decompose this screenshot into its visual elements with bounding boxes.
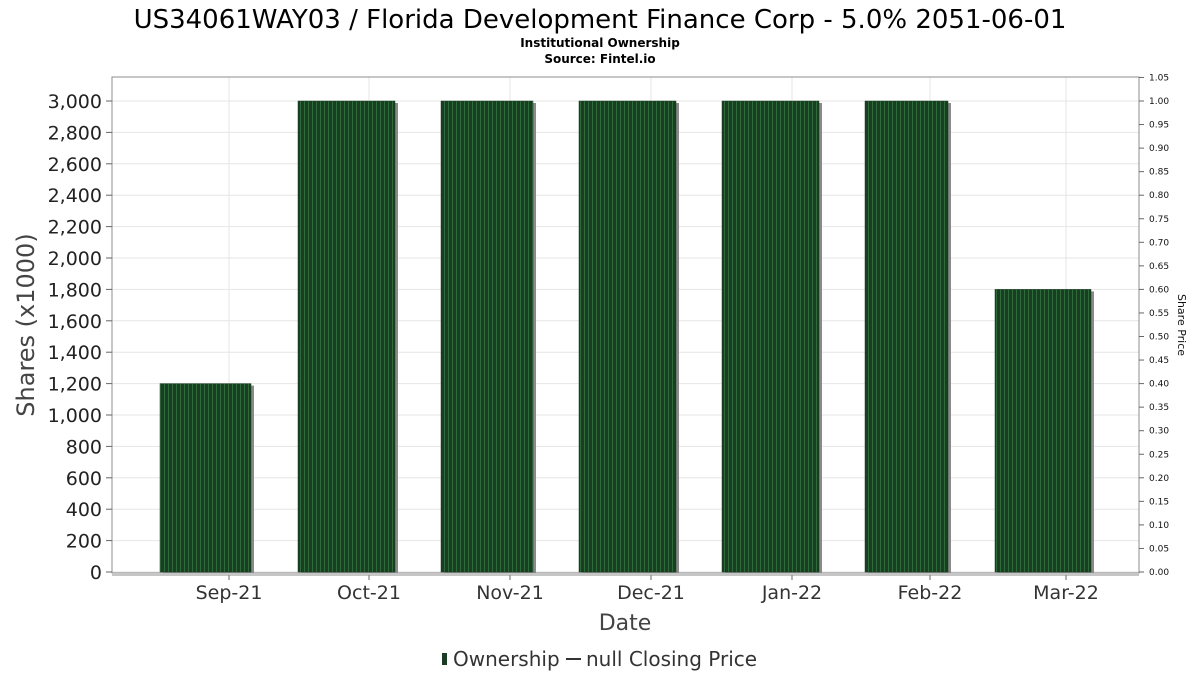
bar-ownership-jan-22 xyxy=(721,100,820,573)
x-tick-label: Dec-21 xyxy=(617,582,685,604)
y2-tick-label: 0.25 xyxy=(1149,450,1169,460)
y-tick-label: 3,000 xyxy=(48,91,102,113)
legend-bar-swatch xyxy=(442,653,447,665)
y2-tick-label: 0.10 xyxy=(1149,521,1169,531)
x-tick-label: Nov-21 xyxy=(476,582,544,604)
y-tick-label: 200 xyxy=(66,531,102,553)
y-tick-label: 0 xyxy=(90,562,102,584)
bar-ownership-feb-22 xyxy=(864,100,949,573)
bar-series-ownership xyxy=(159,100,1094,573)
bar-ownership-dec-21 xyxy=(578,100,677,573)
x-axis: Sep-21 Oct-21 Nov-21 Dec-21 Jan-22 Feb-22 Mar-… xyxy=(196,575,1099,604)
y2-tick-label: 0.85 xyxy=(1149,168,1169,178)
x-tick-label: Feb-22 xyxy=(898,582,963,604)
y2-tick-label: 0.05 xyxy=(1149,544,1169,554)
y-tick-label: 2,400 xyxy=(48,185,102,207)
y-tick-label: 1,400 xyxy=(48,342,102,364)
y2-tick-label: 0.20 xyxy=(1149,474,1169,484)
y-tick-label: 1,800 xyxy=(48,279,102,301)
y2-tick-label: 0.60 xyxy=(1149,285,1169,295)
y2-tick-label: 0.45 xyxy=(1149,356,1169,366)
y2-tick-label: 1.05 xyxy=(1149,73,1169,83)
x-tick-label: Mar-22 xyxy=(1033,582,1099,604)
x-tick-label: Jan-22 xyxy=(761,582,822,604)
y-tick-label: 1,600 xyxy=(48,311,102,333)
y-axis-label: Shares (x1000) xyxy=(12,233,40,416)
y-tick-label: 1,200 xyxy=(48,374,102,396)
y-tick-label: 800 xyxy=(66,436,102,458)
y-tick-label: 1,000 xyxy=(48,405,102,427)
legend-label-closing-price: null Closing Price xyxy=(586,647,757,671)
y-axis-left: 0 200 400 600 800 1,000 1,200 1,400 1,600 1,800 2,… xyxy=(48,91,112,584)
bar-ownership-mar-22 xyxy=(994,289,1092,573)
y2-tick-label: 0.30 xyxy=(1149,427,1169,437)
y-tick-label: 600 xyxy=(66,468,102,490)
chart-title: US34061WAY03 / Florida Development Finan… xyxy=(134,5,1067,35)
chart-subtitle: Institutional Ownership xyxy=(520,36,680,50)
y2-tick-label: 0.80 xyxy=(1149,191,1169,201)
y-tick-label: 400 xyxy=(66,499,102,521)
x-tick-label: Sep-21 xyxy=(196,582,263,604)
bar-ownership-oct-21 xyxy=(297,100,396,573)
y-tick-label: 2,000 xyxy=(48,248,102,270)
y2-tick-label: 0.50 xyxy=(1149,333,1169,343)
y2-tick-label: 0.95 xyxy=(1149,121,1169,131)
chart-source: Source: Fintel.io xyxy=(544,52,655,66)
y2-tick-label: 1.00 xyxy=(1149,97,1169,107)
bar-ownership-sep-21 xyxy=(159,383,252,573)
bar-ownership-nov-21 xyxy=(440,100,534,573)
y-tick-label: 2,600 xyxy=(48,154,102,176)
y2-tick-label: 0.90 xyxy=(1149,144,1169,154)
y2-tick-label: 0.65 xyxy=(1149,262,1169,272)
legend-label-ownership: Ownership xyxy=(453,647,560,671)
y2-tick-label: 0.00 xyxy=(1149,568,1169,578)
x-tick-label: Oct-21 xyxy=(337,582,401,604)
y2-tick-label: 0.15 xyxy=(1149,497,1169,507)
y-tick-label: 2,200 xyxy=(48,217,102,239)
x-axis-label: Date xyxy=(599,611,652,636)
y2-tick-label: 0.55 xyxy=(1149,309,1169,319)
y2-tick-label: 0.75 xyxy=(1149,215,1169,225)
legend: Ownership null Closing Price xyxy=(442,647,757,671)
y-tick-label: 2,800 xyxy=(48,122,102,144)
y-axis-right: 0.00 0.05 0.10 0.15 0.20 0.25 0.30 0.35 0.40 0.45… xyxy=(1139,73,1169,578)
y2-tick-label: 0.70 xyxy=(1149,238,1169,248)
y2-axis-label: Share Price xyxy=(1175,294,1188,356)
y2-tick-label: 0.35 xyxy=(1149,403,1169,413)
y2-tick-label: 0.40 xyxy=(1149,380,1169,390)
